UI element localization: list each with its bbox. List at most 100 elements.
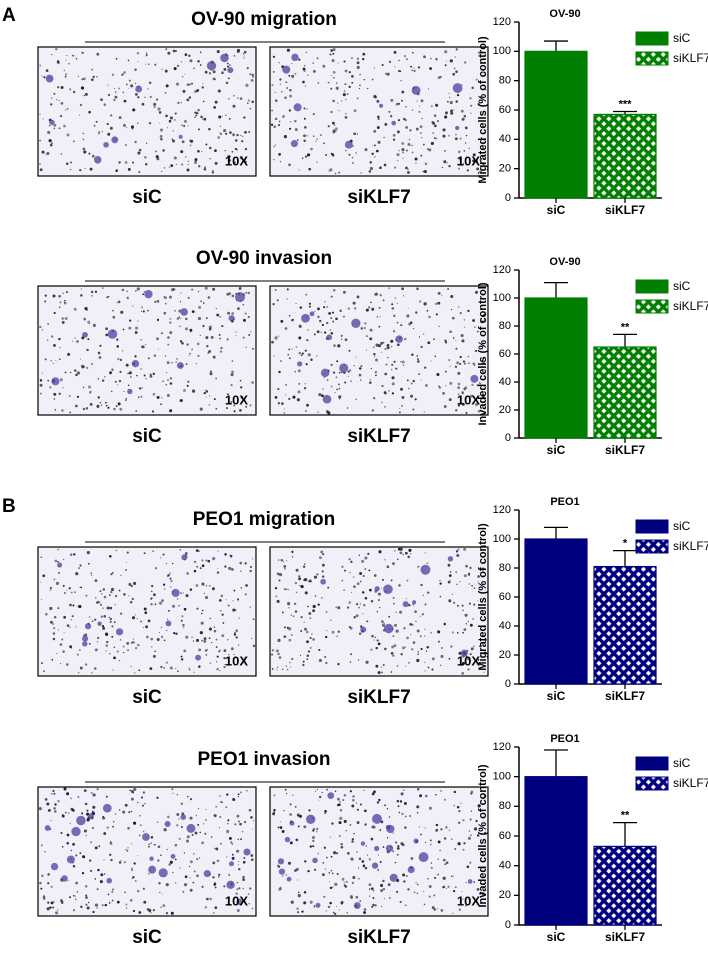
stain-dot [237,97,239,99]
stain-dot [202,82,204,84]
stain-dot [376,611,378,613]
y-tick-label: 40 [499,860,511,872]
stain-dot [455,571,458,574]
stain-dot [356,57,359,60]
stain-dot [312,70,316,73]
stain-dot [404,826,407,829]
stain-dot [183,125,186,127]
stain-dot [169,666,173,670]
stain-dot [279,160,282,163]
stain-dot [186,384,189,387]
stained-cell [374,586,380,592]
stain-dot [275,99,278,102]
stained-cell [360,841,366,846]
stain-dot [376,316,379,318]
stain-dot [236,814,240,818]
y-tick-label: 0 [505,678,511,690]
stain-dot [381,351,383,353]
stain-dot [41,150,45,154]
stain-dot [149,667,153,671]
stain-dot [417,565,420,568]
stain-dot [145,53,148,56]
stain-dot [461,339,465,343]
stain-dot [364,148,368,152]
stain-dot [271,340,274,344]
stain-dot [331,311,335,314]
bar [593,565,657,685]
stain-dot [164,91,167,94]
condition-label: siKLF7 [347,187,410,208]
stain-dot [403,880,406,883]
stain-dot [465,411,468,414]
stain-dot [49,606,53,610]
stained-cell [71,826,81,837]
stain-dot [244,147,248,151]
stain-dot [437,858,440,860]
stain-dot [369,379,372,381]
stain-dot [392,138,396,141]
stain-dot [369,166,373,171]
stain-dot [368,883,372,886]
stain-dot [377,642,381,646]
stain-dot [186,83,190,86]
stain-dot [103,595,107,599]
stain-dot [119,639,122,641]
stain-dot [429,839,432,842]
stain-dot [81,812,84,815]
stained-cell [171,588,180,597]
stain-dot [437,291,441,295]
stain-dot [229,554,233,558]
stain-dot [130,665,132,667]
stain-dot [329,168,333,172]
stain-dot [377,868,380,871]
stain-dot [374,95,377,99]
stain-dot [130,810,133,813]
stain-dot [402,151,405,154]
stain-dot [70,371,72,374]
stain-dot [199,831,202,834]
stain-dot [450,112,452,115]
stain-dot [207,296,211,299]
stain-dot [316,355,318,357]
stain-dot [399,551,403,555]
stain-dot [57,60,60,63]
stain-dot [383,897,386,900]
stain-dot [145,344,147,346]
stain-dot [134,880,137,882]
stain-dot [458,150,461,154]
stain-dot [322,553,325,556]
legend-label: siKLF7 [673,539,708,553]
stain-dot [50,885,53,888]
stain-dot [362,574,365,577]
stain-dot [123,861,126,864]
stain-dot [84,885,88,888]
stain-dot [201,582,205,586]
stain-dot [39,379,43,382]
stain-dot [204,286,208,290]
stain-dot [187,124,189,126]
stain-dot [317,603,320,606]
stain-dot [352,876,356,879]
stain-dot [197,149,200,153]
stain-dot [49,589,52,591]
stain-dot [272,71,275,73]
stain-dot [287,588,289,591]
stain-dot [214,161,218,165]
stain-dot [166,361,170,364]
stain-dot [355,152,357,154]
stain-dot [181,342,184,345]
stain-dot [61,638,64,641]
stain-dot [118,659,121,662]
stain-dot [374,156,376,158]
stain-dot [306,640,309,644]
stain-dot [326,788,329,791]
stain-dot [385,344,388,346]
stain-dot [236,888,239,891]
stain-dot [320,550,324,554]
stain-dot [410,552,412,555]
stain-dot [419,826,421,828]
condition-label: siKLF7 [347,426,410,447]
legend-swatch [635,756,669,771]
stained-cell [339,363,349,373]
stain-dot [316,573,319,576]
